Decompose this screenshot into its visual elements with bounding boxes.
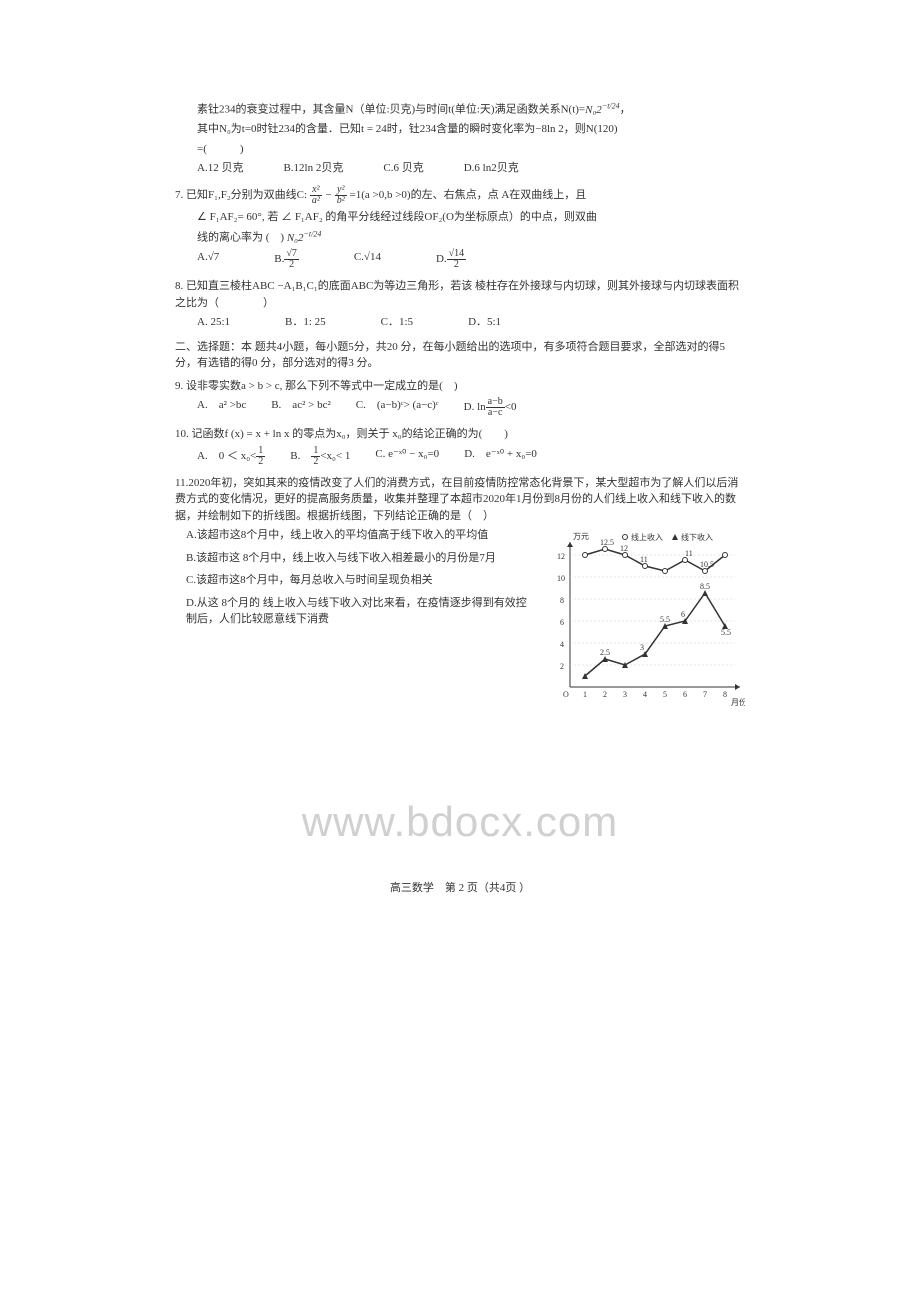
svg-text:2: 2 xyxy=(603,690,607,699)
svg-text:8: 8 xyxy=(560,596,564,605)
q9-num: 9. xyxy=(175,380,183,392)
q8-optC: C．1:5 xyxy=(381,314,413,331)
q6-optD: D.6 ln2贝克 xyxy=(464,160,519,177)
q6-line2: 其中N₀为t=0时钍234的含量．已知t = 24时，钍234含量的瞬时变化率为… xyxy=(175,121,745,138)
q10-num: 10. xyxy=(175,428,189,440)
q7-num: 7. xyxy=(175,189,183,201)
svg-text:5.5: 5.5 xyxy=(721,628,731,637)
q9-optD: D. lna−ba−c<0 xyxy=(464,397,517,418)
q6-optA: A.12 贝克 xyxy=(197,160,243,177)
svg-text:11: 11 xyxy=(685,549,693,558)
q9-optC: C. (a−b)ᶜ> (a−c)ᶜ xyxy=(356,397,439,418)
q10-optB: B. 12<x₀< 1 xyxy=(290,446,350,467)
svg-text:6: 6 xyxy=(681,610,685,619)
q7-line1: 7. 已知F₁,F₂分别为双曲线C: x²a² − y²b² =1(a >0,b… xyxy=(175,185,745,206)
svg-text:5.5: 5.5 xyxy=(660,615,670,624)
q8-optD: D．5:1 xyxy=(468,314,501,331)
q11-options: A.该超市这8个月中，线上收入的平均值高于线下收入的平均值 B.该超市这 8个月… xyxy=(175,527,535,707)
svg-text:5: 5 xyxy=(663,690,667,699)
q10-optC: C. e⁻ˣ⁰ − x₀=0 xyxy=(375,446,439,467)
q9-optB: B. ac² > bc² xyxy=(271,397,331,418)
svg-text:4: 4 xyxy=(643,690,647,699)
svg-text:1: 1 xyxy=(583,690,587,699)
chart-xticks: 1 2 3 4 5 6 7 8 xyxy=(583,690,727,699)
q11-chart: 万元 线上收入 线下收入 2 4 6 8 10 1 xyxy=(545,527,745,707)
svg-text:8.5: 8.5 xyxy=(700,582,710,591)
svg-text:6: 6 xyxy=(683,690,687,699)
q9-optA: A. a² >bc xyxy=(197,397,246,418)
q6-optC: C.6 贝克 xyxy=(383,160,423,177)
svg-text:12: 12 xyxy=(557,552,565,561)
q11-num: 11. xyxy=(175,477,188,489)
chart-legend2: 线下收入 xyxy=(681,532,713,542)
svg-text:6: 6 xyxy=(560,618,564,627)
svg-text:3: 3 xyxy=(640,643,644,652)
q7-optD: D.√142 xyxy=(436,249,466,270)
q8-optA: A. 25:1 xyxy=(197,314,230,331)
q11-text: 11.2020年初，突如其来的疫情改变了人们的消费方式，在目前疫情防控常态化背景… xyxy=(175,475,745,525)
svg-text:8: 8 xyxy=(723,690,727,699)
page-content: 素钍234的衰变过程中，其含量N（单位:贝克)与时间t(单位:天)满足函数关系N… xyxy=(175,100,745,707)
chart-offline-points xyxy=(582,590,728,679)
q7-optC: C.√14 xyxy=(354,249,381,270)
svg-text:4: 4 xyxy=(560,640,564,649)
svg-text:10.5: 10.5 xyxy=(700,560,714,569)
chart-xlabel: 月份 xyxy=(731,697,745,707)
q7-options: A.√7 B.√72 C.√14 D.√142 xyxy=(175,249,745,270)
q6-optB: B.12ln 2贝克 xyxy=(283,160,343,177)
page-footer: 高三数学 第 2 页（共4页 ） xyxy=(0,880,920,897)
svg-text:2: 2 xyxy=(560,662,564,671)
q7-line2: ∠ F₁AF₂= 60°, 若 ∠ F₁AF₂ 的角平分线经过线段OF₂(O为坐… xyxy=(175,209,745,226)
svg-text:12: 12 xyxy=(620,544,628,553)
q6-line1: 素钍234的衰变过程中，其含量N（单位:贝克)与时间t(单位:天)满足函数关系N… xyxy=(175,100,745,118)
q11-wrap: A.该超市这8个月中，线上收入的平均值高于线下收入的平均值 B.该超市这 8个月… xyxy=(175,527,745,707)
watermark: www.bdocx.com xyxy=(0,790,920,853)
chart-legend1: 线上收入 xyxy=(631,532,663,542)
q8-optB: B．1: 25 xyxy=(285,314,326,331)
q8-options: A. 25:1 B．1: 25 C．1:5 D．5:1 xyxy=(175,314,745,331)
svg-text:O: O xyxy=(563,690,569,699)
svg-text:2.5: 2.5 xyxy=(600,648,610,657)
q9-options: A. a² >bc B. ac² > bc² C. (a−b)ᶜ> (a−c)ᶜ… xyxy=(175,397,745,418)
q8-num: 8. xyxy=(175,280,183,292)
section2-title: 二、选择题：本 题共4小题，每小题5分，共20 分，在每小题给出的选项中，有多项… xyxy=(175,339,745,372)
q7-formula: x²a² − y²b² xyxy=(310,189,347,201)
svg-text:11: 11 xyxy=(640,555,648,564)
q11-optA: A.该超市这8个月中，线上收入的平均值高于线下收入的平均值 xyxy=(175,527,535,544)
q11-optC: C.该超市这8个月中，每月总收入与时间呈现负相关 xyxy=(175,572,535,589)
svg-text:3: 3 xyxy=(623,690,627,699)
q6-line3: =( ) xyxy=(175,141,745,158)
q6-formula: N₀2−t/24 xyxy=(585,104,620,116)
q7-line3: 线的离心率为 ( ) N₀2−t/24 xyxy=(175,228,745,246)
svg-text:10: 10 xyxy=(557,574,565,583)
q7-optB: B.√72 xyxy=(274,249,299,270)
q10-optD: D. e⁻ˣ⁰ + x₀=0 xyxy=(464,446,537,467)
q11-optD: D.从这 8个月的 线上收入与线下收入对比来看，在疫情逐步得到有效控制后，人们比… xyxy=(175,595,535,628)
q9-text: 9. 设非零实数a > b > c, 那么下列不等式中一定成立的是( ) xyxy=(175,378,745,395)
q8-text: 8. 已知直三棱柱ABC −A₁B₁C₁的底面ABC为等边三角形，若该 棱柱存在… xyxy=(175,278,745,311)
q10-text: 10. 记函数f (x) = x + ln x 的零点为x₀，则关于 x₀的结论… xyxy=(175,426,745,443)
svg-text:12.5: 12.5 xyxy=(600,538,614,547)
chart-ylabel: 万元 xyxy=(573,532,589,541)
q11-optB: B.该超市这 8个月中，线上收入与线下收入相差最小的月份是7月 xyxy=(175,550,535,567)
q10-optA: A. 0 ＜ x₀<12 xyxy=(197,446,265,467)
svg-text:7: 7 xyxy=(703,690,707,699)
chart-offline-line xyxy=(585,593,725,676)
q10-options: A. 0 ＜ x₀<12 B. 12<x₀< 1 C. e⁻ˣ⁰ − x₀=0 … xyxy=(175,446,745,467)
q7-optA: A.√7 xyxy=(197,249,219,270)
q6-options: A.12 贝克 B.12ln 2贝克 C.6 贝克 D.6 ln2贝克 xyxy=(175,160,745,177)
